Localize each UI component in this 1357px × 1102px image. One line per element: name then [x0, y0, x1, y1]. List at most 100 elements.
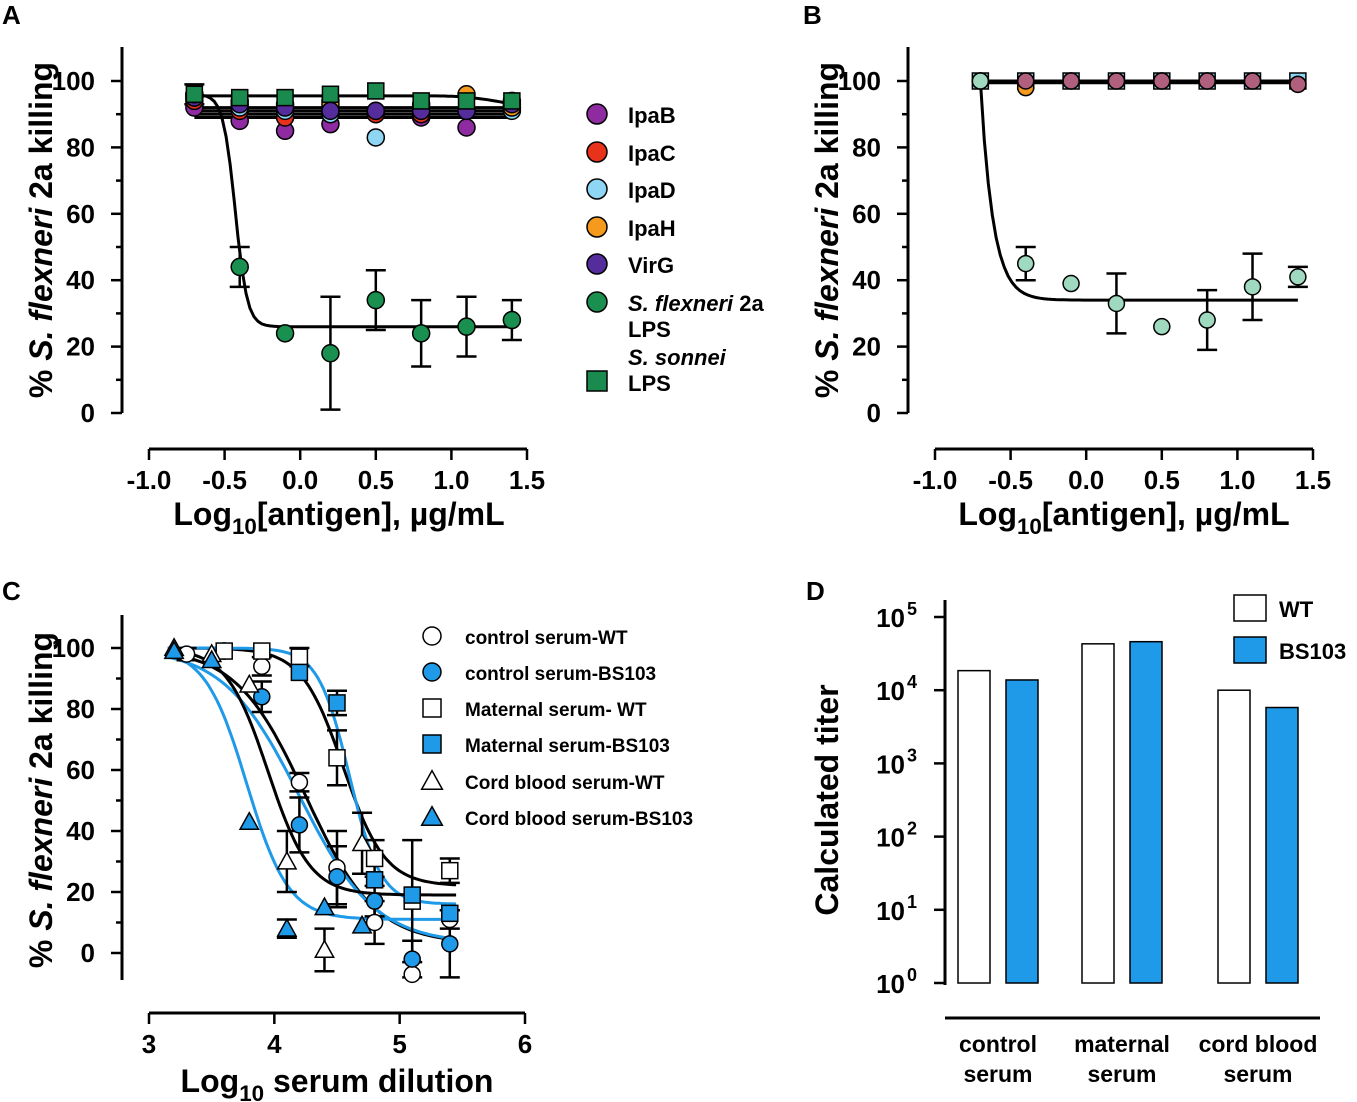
c-legend-label: Maternal serum-BS103	[465, 736, 670, 757]
legend-part: 2a	[733, 291, 764, 316]
a-legend-label: IpaD	[628, 178, 676, 203]
c-y-tick-label: 40	[66, 816, 95, 846]
c-data-point	[313, 939, 335, 959]
a-legend-label-line2: LPS	[628, 317, 671, 342]
c-y-tick-label: 20	[66, 877, 95, 907]
c-data-point	[276, 917, 298, 937]
c-data-point	[328, 749, 346, 767]
b-y-tick-label: 0	[867, 398, 881, 428]
b-data-point	[1198, 311, 1216, 329]
x-title-subscript: 10	[1017, 514, 1042, 539]
a-data-point	[457, 317, 476, 336]
a-legend-label: IpaB	[628, 103, 676, 128]
b-y-tick-label: 20	[852, 332, 881, 362]
c-data-point	[163, 640, 185, 660]
c-data-point	[365, 913, 384, 932]
d-y-tick-exponent: 4	[907, 672, 917, 692]
b-y-tick-label: 80	[852, 132, 881, 162]
a-legend-marker	[586, 291, 608, 313]
a-y-tick-label: 100	[52, 66, 95, 96]
y-title-italic-part: S. flexneri	[23, 207, 59, 361]
a-y-tick-label: 20	[66, 332, 95, 362]
panel-d-letter: D	[806, 576, 825, 606]
d-bar	[1129, 640, 1163, 984]
c-legend-marker	[422, 662, 442, 682]
c-data-point	[238, 811, 260, 830]
a-legend-label: IpaC	[628, 141, 676, 166]
y-title-italic-part: S. flexneri	[23, 777, 59, 931]
c-data-point	[365, 871, 384, 889]
d-legend-swatch	[1233, 594, 1267, 622]
b-data-point	[971, 72, 990, 90]
c-fit-curve	[167, 655, 457, 941]
c-legend-marker	[420, 769, 444, 791]
c-y-tick-label: 60	[66, 755, 95, 785]
a-legend-label: VirG	[628, 253, 674, 278]
y-title-part: 2a killing	[23, 632, 59, 778]
c-data-point	[215, 642, 233, 660]
c-data-point	[365, 849, 384, 868]
c-data-point	[351, 914, 373, 934]
x-title-part: Log	[173, 496, 232, 532]
d-x-category-label: control	[959, 1031, 1037, 1057]
d-legend-swatch	[1233, 636, 1267, 664]
d-y-tick-exponent: 1	[907, 892, 917, 912]
b-x-tick-label: 1.5	[1295, 465, 1331, 495]
a-data-point	[366, 128, 386, 147]
y-title-part: %	[809, 361, 845, 398]
c-legend-marker	[422, 698, 442, 718]
a-data-point	[321, 85, 340, 104]
c-y-tick-label: 0	[81, 938, 95, 968]
a-data-point	[321, 101, 340, 121]
a-legend-marker	[586, 141, 608, 163]
c-data-point	[403, 886, 421, 904]
d-y-tick-exponent: 5	[907, 599, 917, 619]
c-data-point	[276, 850, 298, 870]
a-data-point	[366, 101, 386, 121]
b-x-tick-label: -1.0	[913, 465, 958, 495]
d-bar	[1265, 706, 1299, 984]
c-data-point	[441, 861, 459, 880]
b-data-point	[1016, 72, 1035, 90]
c-legend-label: Maternal serum- WT	[465, 700, 647, 721]
d-y-tick-label: 10	[876, 603, 905, 633]
d-y-tick-exponent: 2	[907, 819, 917, 839]
a-data-point	[185, 85, 204, 104]
x-title-subscript: 10	[239, 1081, 264, 1102]
c-data-point	[253, 642, 271, 660]
b-data-point	[1153, 317, 1171, 336]
a-data-point	[321, 343, 340, 363]
d-bar	[957, 669, 991, 984]
a-y-tick-label: 40	[66, 265, 95, 295]
c-data-point	[441, 904, 459, 923]
x-title-part: Log	[181, 1063, 240, 1099]
b-x-tick-label: 0.0	[1068, 465, 1104, 495]
c-x-tick-label: 5	[392, 1029, 406, 1059]
d-y-tick-label: 10	[876, 823, 905, 853]
b-data-point	[1107, 72, 1126, 90]
x-title-part: [antigen], µg/mL	[257, 496, 505, 532]
b-data-point	[1062, 274, 1080, 293]
x-title-part: Log	[958, 496, 1017, 532]
a-legend-marker	[586, 103, 608, 125]
d-y-tick-label: 10	[876, 749, 905, 779]
d-y-tick-label: 10	[876, 676, 905, 706]
d-bar	[1217, 689, 1251, 984]
b-data-point	[1153, 72, 1171, 90]
b-data-point	[1198, 72, 1216, 90]
legend-italic-part: S. flexneri	[628, 291, 734, 316]
c-data-point	[201, 649, 223, 669]
c-data-point	[290, 648, 309, 666]
a-legend-label: S. sonnei	[628, 345, 727, 370]
c-x-tick-label: 6	[518, 1029, 532, 1059]
c-data-point	[403, 965, 421, 984]
c-data-point	[328, 868, 346, 886]
a-data-point	[276, 88, 294, 107]
d-y-tick-label: 10	[876, 969, 905, 999]
b-data-point	[1016, 254, 1035, 273]
d-bar	[1005, 679, 1039, 984]
c-legend-marker	[420, 805, 444, 827]
a-y-tick-label: 60	[66, 199, 95, 229]
a-data-point	[367, 82, 385, 100]
